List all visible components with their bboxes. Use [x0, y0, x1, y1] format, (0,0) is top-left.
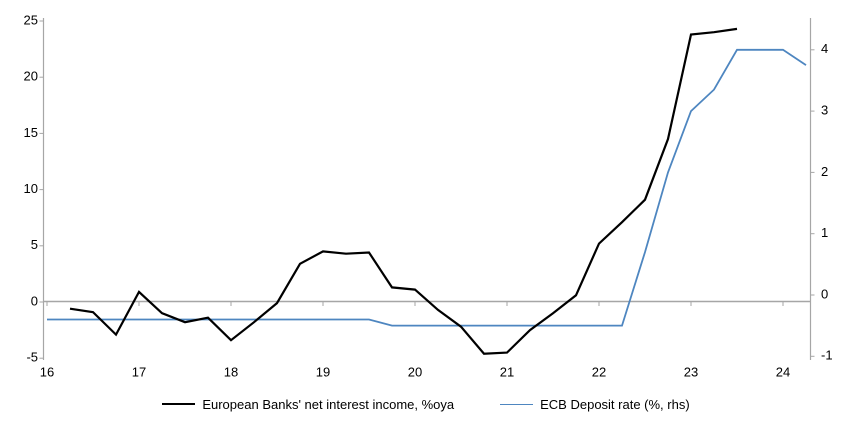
right-axis-label: 1	[821, 225, 828, 240]
left-axis-label: 10	[24, 181, 38, 196]
right-axis-label: -1	[821, 348, 833, 363]
right-axis-label: 2	[821, 164, 828, 179]
left-axis-label: 5	[31, 237, 38, 252]
left-axis-label: 15	[24, 125, 38, 140]
x-axis-label: 23	[684, 364, 698, 379]
legend-label-nii: European Banks' net interest income, %oy…	[202, 396, 455, 412]
right-axis-label: 0	[821, 286, 828, 301]
nii-line	[69, 27, 738, 355]
legend: European Banks' net interest income, %oy…	[0, 393, 852, 415]
x-axis-label: 22	[592, 364, 606, 379]
x-axis-label: 21	[500, 364, 514, 379]
left-axis-label: 20	[24, 69, 38, 84]
x-axis-label: 20	[408, 364, 422, 379]
x-axis-label: 18	[224, 364, 238, 379]
x-axis-label: 17	[132, 364, 146, 379]
left-axis-label: 25	[24, 12, 38, 27]
legend-item-ecb: ECB Deposit rate (%, rhs)	[500, 397, 690, 412]
ecb-deposit-rate-line	[47, 48, 807, 327]
right-axis-label: 4	[821, 41, 828, 56]
nii-line-swatch	[162, 403, 196, 405]
x-axis-label: 16	[40, 364, 54, 379]
left-axis-label: 0	[31, 293, 38, 308]
left-axis-label: -5	[26, 350, 38, 365]
x-axis-label: 24	[776, 364, 790, 379]
ecb-line-swatch	[500, 403, 534, 405]
x-axis-label: 19	[316, 364, 330, 379]
legend-item-nii: European Banks' net interest income, %oy…	[162, 397, 454, 412]
right-axis-label: 3	[821, 103, 828, 118]
legend-label-ecb: ECB Deposit rate (%, rhs)	[540, 396, 690, 412]
